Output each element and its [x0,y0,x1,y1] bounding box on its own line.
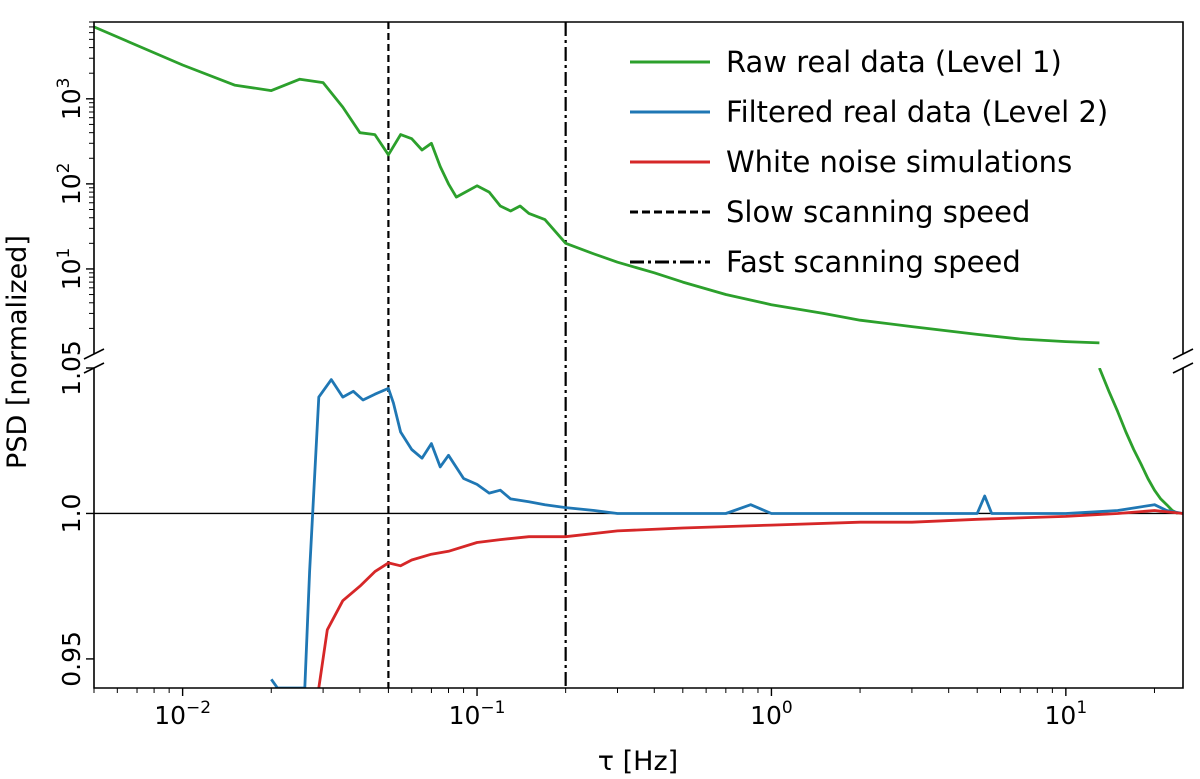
axis-break-mark [1172,348,1194,360]
y-bottom-tick-label: 0.95 [57,631,86,687]
y-top-tick-label: 102 [54,163,86,206]
y-top-tick-label: 101 [54,248,86,291]
y-top-tick-label: 103 [54,77,86,120]
y-bottom-tick-label: 1.0 [57,494,86,534]
legend-label: Slow scanning speed [726,195,1030,229]
x-tick-label: 100 [750,698,793,730]
bottom-axes-frame [93,368,1184,689]
series-lines [94,25,1183,688]
x-tick-label: 101 [1045,698,1088,730]
legend-label: Raw real data (Level 1) [726,45,1062,79]
series-line-3 [317,509,1183,688]
axis-ticks: 10−2 10−1 100 101 101 102 103 0.95 1.0 1.05 [54,21,1155,730]
legend-label: Filtered real data (Level 2) [726,95,1108,129]
axis-break-mark [83,348,105,360]
x-tick-label: 10−1 [449,698,506,730]
x-axis-label: τ [Hz] [598,746,678,777]
y-axis-label: PSD [normalized] [2,235,33,469]
axis-break-mark [1172,362,1194,374]
series-line-0 [94,25,1100,345]
series-line-1 [1098,368,1179,515]
legend: Raw real data (Level 1) Filtered real dat… [630,45,1108,279]
y-bottom-tick-label: 1.05 [57,340,86,396]
x-tick-label: 10−2 [154,698,211,730]
series-line-2 [270,378,1183,688]
scanning-speed-lines [387,22,567,688]
legend-label: White noise simulations [726,145,1072,179]
legend-label: Fast scanning speed [726,245,1021,279]
